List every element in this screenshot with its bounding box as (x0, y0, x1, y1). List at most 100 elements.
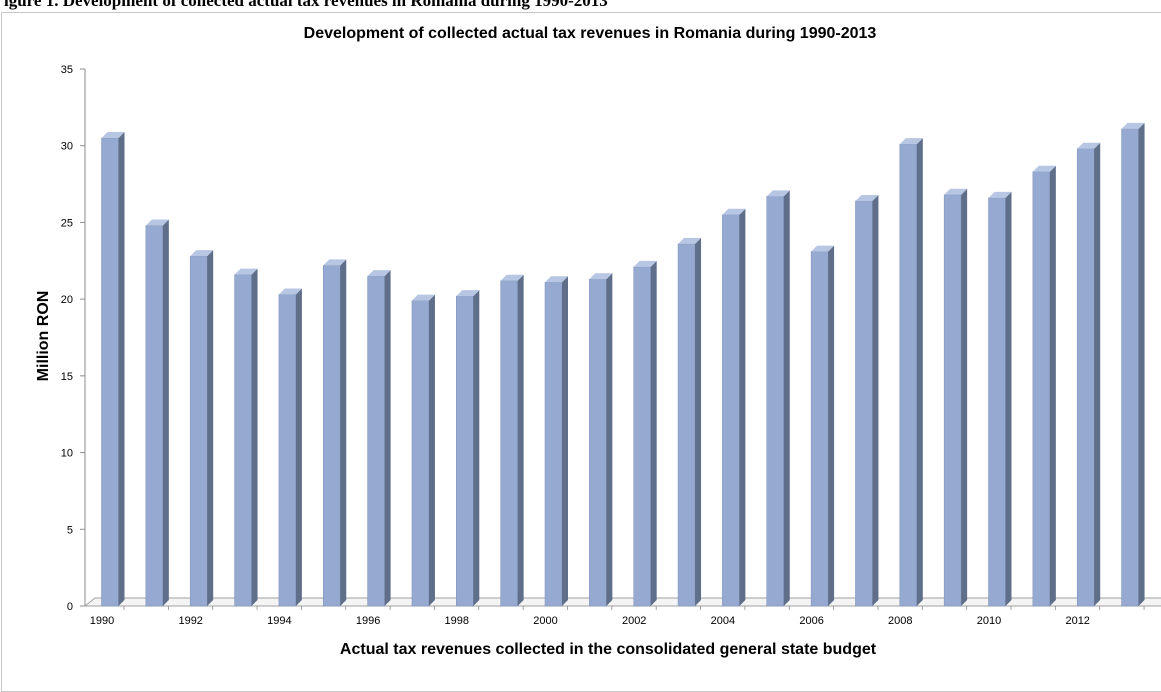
bars (101, 122, 1145, 607)
bar-1997 (411, 294, 435, 607)
bar-side (872, 194, 879, 606)
y-tick-label: 30 (61, 141, 73, 153)
x-tick-label: 1998 (445, 615, 469, 627)
y-axis-label: Million RON (35, 291, 52, 382)
axes (80, 68, 1161, 610)
bar-side (384, 270, 391, 606)
bar-side (1005, 191, 1012, 606)
bar-2013 (1121, 122, 1145, 607)
bar-1994 (278, 288, 302, 607)
bar-1990 (101, 132, 125, 607)
bar-2008 (899, 138, 923, 607)
bar-top (633, 260, 657, 267)
bar-front (367, 275, 385, 607)
bar-top (278, 288, 302, 295)
y-tick-label: 15 (61, 371, 73, 383)
bar-front (766, 196, 784, 607)
bar-side (251, 268, 258, 606)
bar-side (207, 250, 214, 606)
bar-top (234, 268, 258, 275)
bar-front (943, 194, 962, 607)
y-tick-labels: 0 5 10 15 20 25 30 35 (61, 64, 73, 613)
y-tick-label: 10 (61, 448, 73, 460)
y-tick-label: 5 (67, 524, 73, 536)
bar-side (162, 219, 169, 607)
bar-1993 (234, 268, 258, 607)
x-tick-label: 1990 (90, 615, 114, 627)
chart-title: Development of collected actual tax reve… (304, 25, 877, 42)
bar-top (589, 273, 613, 280)
x-tick-label: 2000 (533, 615, 557, 627)
bar-top (456, 290, 480, 297)
bar-front (544, 282, 563, 607)
bar-side (340, 259, 347, 606)
bar-side (695, 237, 702, 606)
bar-side (118, 132, 125, 607)
bar-top (145, 219, 169, 226)
bar-front (411, 300, 430, 607)
bar-top (411, 294, 435, 301)
bar-top (766, 190, 790, 197)
x-tick-label: 2010 (977, 615, 1001, 627)
x-tick-label: 2002 (622, 615, 646, 627)
bar-side (739, 208, 746, 606)
bar-top (367, 270, 391, 277)
bar-front (899, 143, 918, 607)
bar-2007 (855, 194, 879, 607)
bar-1991 (145, 219, 169, 607)
bar-front (633, 266, 651, 607)
bar-front (988, 197, 1006, 607)
bar-top (988, 191, 1012, 198)
x-axis-label: Actual tax revenues collected in the con… (340, 641, 877, 658)
bar-front (677, 243, 696, 607)
bar-2006 (810, 245, 835, 607)
x-tick-label: 2006 (799, 615, 823, 627)
bar-front (323, 265, 341, 607)
bar-side (1094, 142, 1101, 607)
x-tick-label: 2004 (711, 615, 735, 627)
bar-top (899, 138, 923, 145)
chart: Development of collected actual tax reve… (35, 25, 1161, 658)
bar-1996 (367, 270, 391, 607)
bar-1999 (500, 274, 524, 607)
bar-side (1049, 165, 1056, 606)
bar-2009 (943, 188, 968, 607)
bar-front (145, 225, 164, 607)
bar-2012 (1076, 142, 1101, 607)
bar-side (428, 294, 435, 606)
bar-front (500, 280, 518, 607)
bar-side (562, 276, 568, 606)
bar-2000 (544, 276, 568, 607)
bar-front (278, 294, 297, 607)
bar-side (517, 274, 524, 606)
y-tick-label: 35 (61, 64, 73, 76)
bar-top (1121, 122, 1145, 129)
bar-top (1032, 165, 1056, 172)
y-tick-label: 25 (61, 217, 73, 229)
x-tick-label: 1992 (178, 615, 202, 627)
figure-caption: igure 1. Development of collected actual… (4, 0, 608, 10)
bar-front (1121, 128, 1139, 607)
x-tick-label: 1994 (267, 615, 291, 627)
bar-top (545, 276, 568, 283)
bar-top (101, 132, 125, 139)
bar-side (783, 190, 790, 607)
x-tick-label: 2008 (888, 615, 912, 627)
bar-1995 (323, 259, 347, 607)
bar-2005 (766, 190, 790, 607)
bar-top (500, 274, 524, 281)
bar-2002 (633, 260, 657, 607)
bar-side (1138, 122, 1145, 606)
bar-side (606, 273, 613, 606)
bar-front (855, 200, 873, 607)
bar-top (190, 250, 214, 257)
bar-top (323, 259, 347, 266)
bar-2003 (677, 237, 702, 607)
bar-2001 (589, 273, 613, 607)
bar-side (295, 288, 302, 606)
bar-front (234, 274, 252, 607)
y-tick-label: 0 (67, 601, 73, 613)
bar-top (811, 245, 835, 252)
bar-1992 (189, 250, 214, 607)
bar-top (678, 237, 702, 244)
